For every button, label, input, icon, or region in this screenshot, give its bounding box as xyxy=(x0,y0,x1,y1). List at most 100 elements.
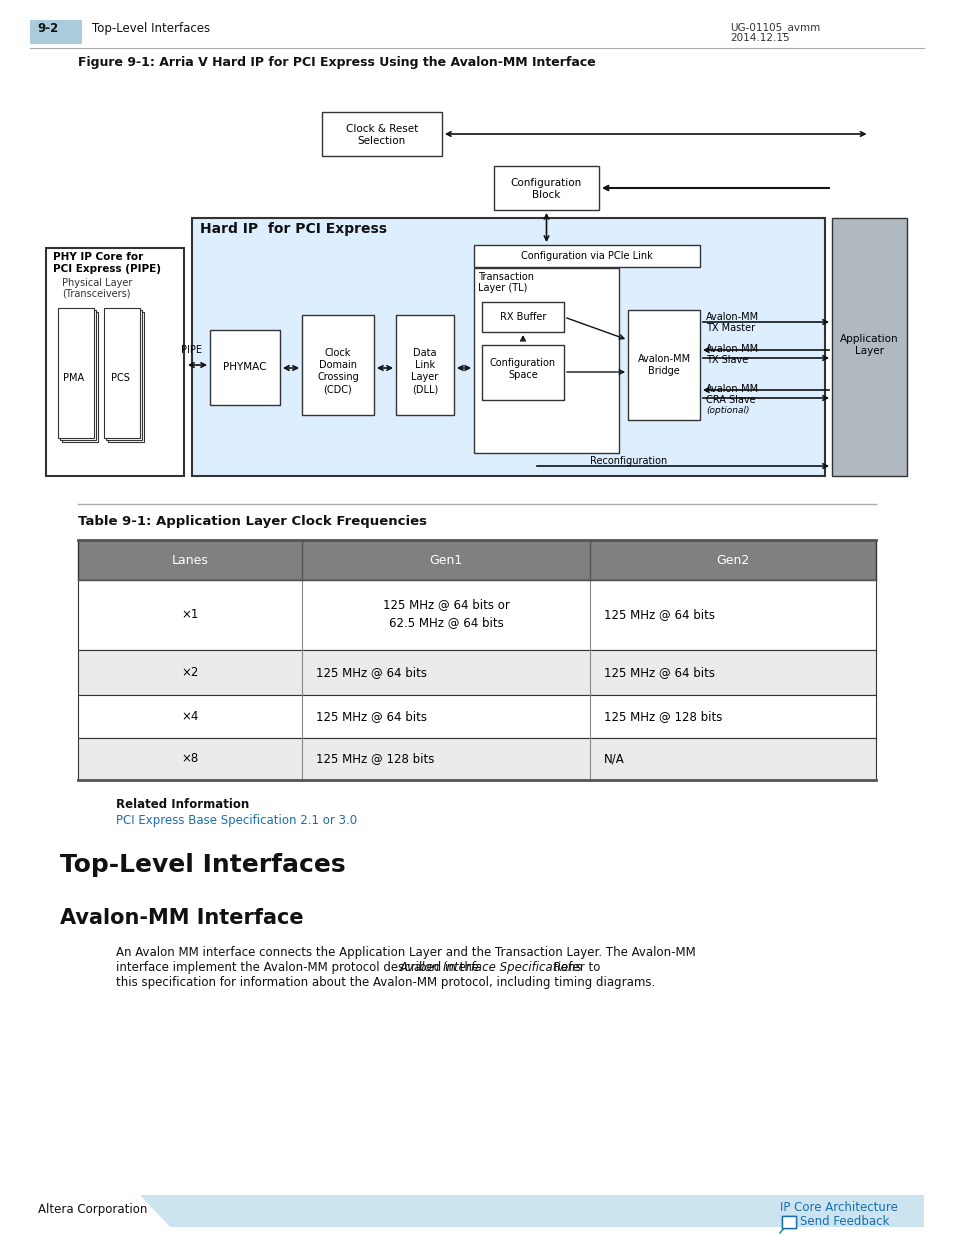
Bar xyxy=(58,308,94,438)
Text: ×1: ×1 xyxy=(181,609,198,621)
Text: Avalon-MM: Avalon-MM xyxy=(637,354,690,364)
Text: Configuration: Configuration xyxy=(490,358,556,368)
Bar xyxy=(589,739,875,781)
Text: (DLL): (DLL) xyxy=(412,384,437,394)
Bar xyxy=(395,315,454,415)
Bar xyxy=(210,330,280,405)
Text: TX Slave: TX Slave xyxy=(705,354,747,366)
Bar xyxy=(831,219,906,475)
Text: Physical Layer: Physical Layer xyxy=(62,278,132,288)
Text: Space: Space xyxy=(508,370,537,380)
Text: Avalon Interface Specifications: Avalon Interface Specifications xyxy=(398,961,581,974)
Text: PIPE: PIPE xyxy=(181,345,202,354)
Bar xyxy=(589,540,875,580)
Bar xyxy=(78,540,875,580)
Text: Avalon-MM Interface: Avalon-MM Interface xyxy=(60,908,303,927)
Bar xyxy=(104,308,140,438)
Text: 62.5 MHz @ 64 bits: 62.5 MHz @ 64 bits xyxy=(388,616,503,630)
Text: Data: Data xyxy=(413,348,436,358)
Bar xyxy=(108,312,144,442)
Polygon shape xyxy=(140,1195,923,1228)
Bar xyxy=(78,650,875,695)
Text: Avalon-MM: Avalon-MM xyxy=(705,345,759,354)
Text: 125 MHz @ 64 bits: 125 MHz @ 64 bits xyxy=(603,666,714,679)
Text: Configuration: Configuration xyxy=(511,178,581,188)
Text: 125 MHz @ 64 bits or: 125 MHz @ 64 bits or xyxy=(382,599,509,611)
Bar xyxy=(78,580,875,650)
Text: Avalon-MM: Avalon-MM xyxy=(705,384,759,394)
Text: Top-Level Interfaces: Top-Level Interfaces xyxy=(91,22,210,35)
Bar xyxy=(589,695,875,739)
Text: N/A: N/A xyxy=(603,752,624,766)
Text: Layer: Layer xyxy=(411,372,438,382)
Bar xyxy=(589,580,875,650)
Bar xyxy=(322,112,441,156)
Bar xyxy=(106,310,142,440)
Text: 9-2: 9-2 xyxy=(37,22,58,35)
Text: PCI Express (PIPE): PCI Express (PIPE) xyxy=(53,264,161,274)
Text: Transaction: Transaction xyxy=(477,272,534,282)
Bar xyxy=(78,580,302,650)
Bar xyxy=(627,310,700,420)
Bar xyxy=(474,268,618,453)
Text: . Refer to: . Refer to xyxy=(545,961,599,974)
Bar xyxy=(781,1216,795,1228)
Text: Gen1: Gen1 xyxy=(429,553,462,567)
Bar xyxy=(302,315,374,415)
Text: Layer: Layer xyxy=(854,346,883,356)
Bar xyxy=(78,540,302,580)
Text: Hard IP  for PCI Express: Hard IP for PCI Express xyxy=(200,222,387,236)
Text: 125 MHz @ 64 bits: 125 MHz @ 64 bits xyxy=(315,666,427,679)
Text: RX Buffer: RX Buffer xyxy=(499,312,546,322)
Text: Table 9-1: Application Layer Clock Frequencies: Table 9-1: Application Layer Clock Frequ… xyxy=(78,515,427,529)
Text: 125 MHz @ 128 bits: 125 MHz @ 128 bits xyxy=(315,752,434,766)
Text: ×4: ×4 xyxy=(181,710,198,722)
Text: ×8: ×8 xyxy=(181,752,198,766)
Bar xyxy=(192,219,824,475)
Text: Top-Level Interfaces: Top-Level Interfaces xyxy=(60,853,345,877)
Text: Application: Application xyxy=(840,333,898,345)
Text: Figure 9-1: Arria V Hard IP for PCI Express Using the Avalon-MM Interface: Figure 9-1: Arria V Hard IP for PCI Expr… xyxy=(78,56,595,69)
Text: 125 MHz @ 64 bits: 125 MHz @ 64 bits xyxy=(603,609,714,621)
Text: Selection: Selection xyxy=(357,136,406,146)
Bar xyxy=(30,20,82,44)
Text: TX Master: TX Master xyxy=(705,324,755,333)
Text: interface implement the Avalon-MM protocol described in the: interface implement the Avalon-MM protoc… xyxy=(116,961,482,974)
Text: Related Information: Related Information xyxy=(116,798,249,811)
Text: Domain: Domain xyxy=(318,359,356,370)
Text: PCS: PCS xyxy=(111,373,130,383)
Bar xyxy=(78,695,302,739)
Text: (optional): (optional) xyxy=(705,406,749,415)
Text: Clock & Reset: Clock & Reset xyxy=(346,124,417,135)
Text: PHY IP Core for: PHY IP Core for xyxy=(53,252,143,262)
Text: IP Core Architecture: IP Core Architecture xyxy=(780,1200,897,1214)
Text: Gen2: Gen2 xyxy=(716,553,749,567)
Text: Lanes: Lanes xyxy=(172,553,208,567)
Text: 125 MHz @ 128 bits: 125 MHz @ 128 bits xyxy=(603,710,721,722)
Bar xyxy=(302,540,589,580)
Text: 2014.12.15: 2014.12.15 xyxy=(729,33,789,43)
Text: Altera Corporation: Altera Corporation xyxy=(38,1203,147,1216)
Text: Configuration via PCIe Link: Configuration via PCIe Link xyxy=(520,251,652,261)
Text: Link: Link xyxy=(415,359,435,370)
Bar xyxy=(78,650,302,695)
Text: Clock: Clock xyxy=(324,348,351,358)
Bar xyxy=(78,739,302,781)
Text: PHYMAC: PHYMAC xyxy=(223,363,267,373)
Bar xyxy=(494,165,598,210)
Bar xyxy=(78,695,875,739)
Text: UG-01105_avmm: UG-01105_avmm xyxy=(729,22,820,33)
Bar xyxy=(481,345,563,400)
Text: 125 MHz @ 64 bits: 125 MHz @ 64 bits xyxy=(315,710,427,722)
Bar xyxy=(62,312,98,442)
Text: Avalon-MM: Avalon-MM xyxy=(705,312,759,322)
Text: Bridge: Bridge xyxy=(647,366,679,375)
Text: this specification for information about the Avalon-MM protocol, including timin: this specification for information about… xyxy=(116,976,655,989)
Bar xyxy=(589,650,875,695)
Text: Layer (TL): Layer (TL) xyxy=(477,283,527,293)
Text: PMA: PMA xyxy=(63,373,85,383)
Bar xyxy=(302,580,589,650)
Text: Crossing: Crossing xyxy=(316,372,358,382)
Bar xyxy=(481,303,563,332)
Bar xyxy=(302,695,589,739)
